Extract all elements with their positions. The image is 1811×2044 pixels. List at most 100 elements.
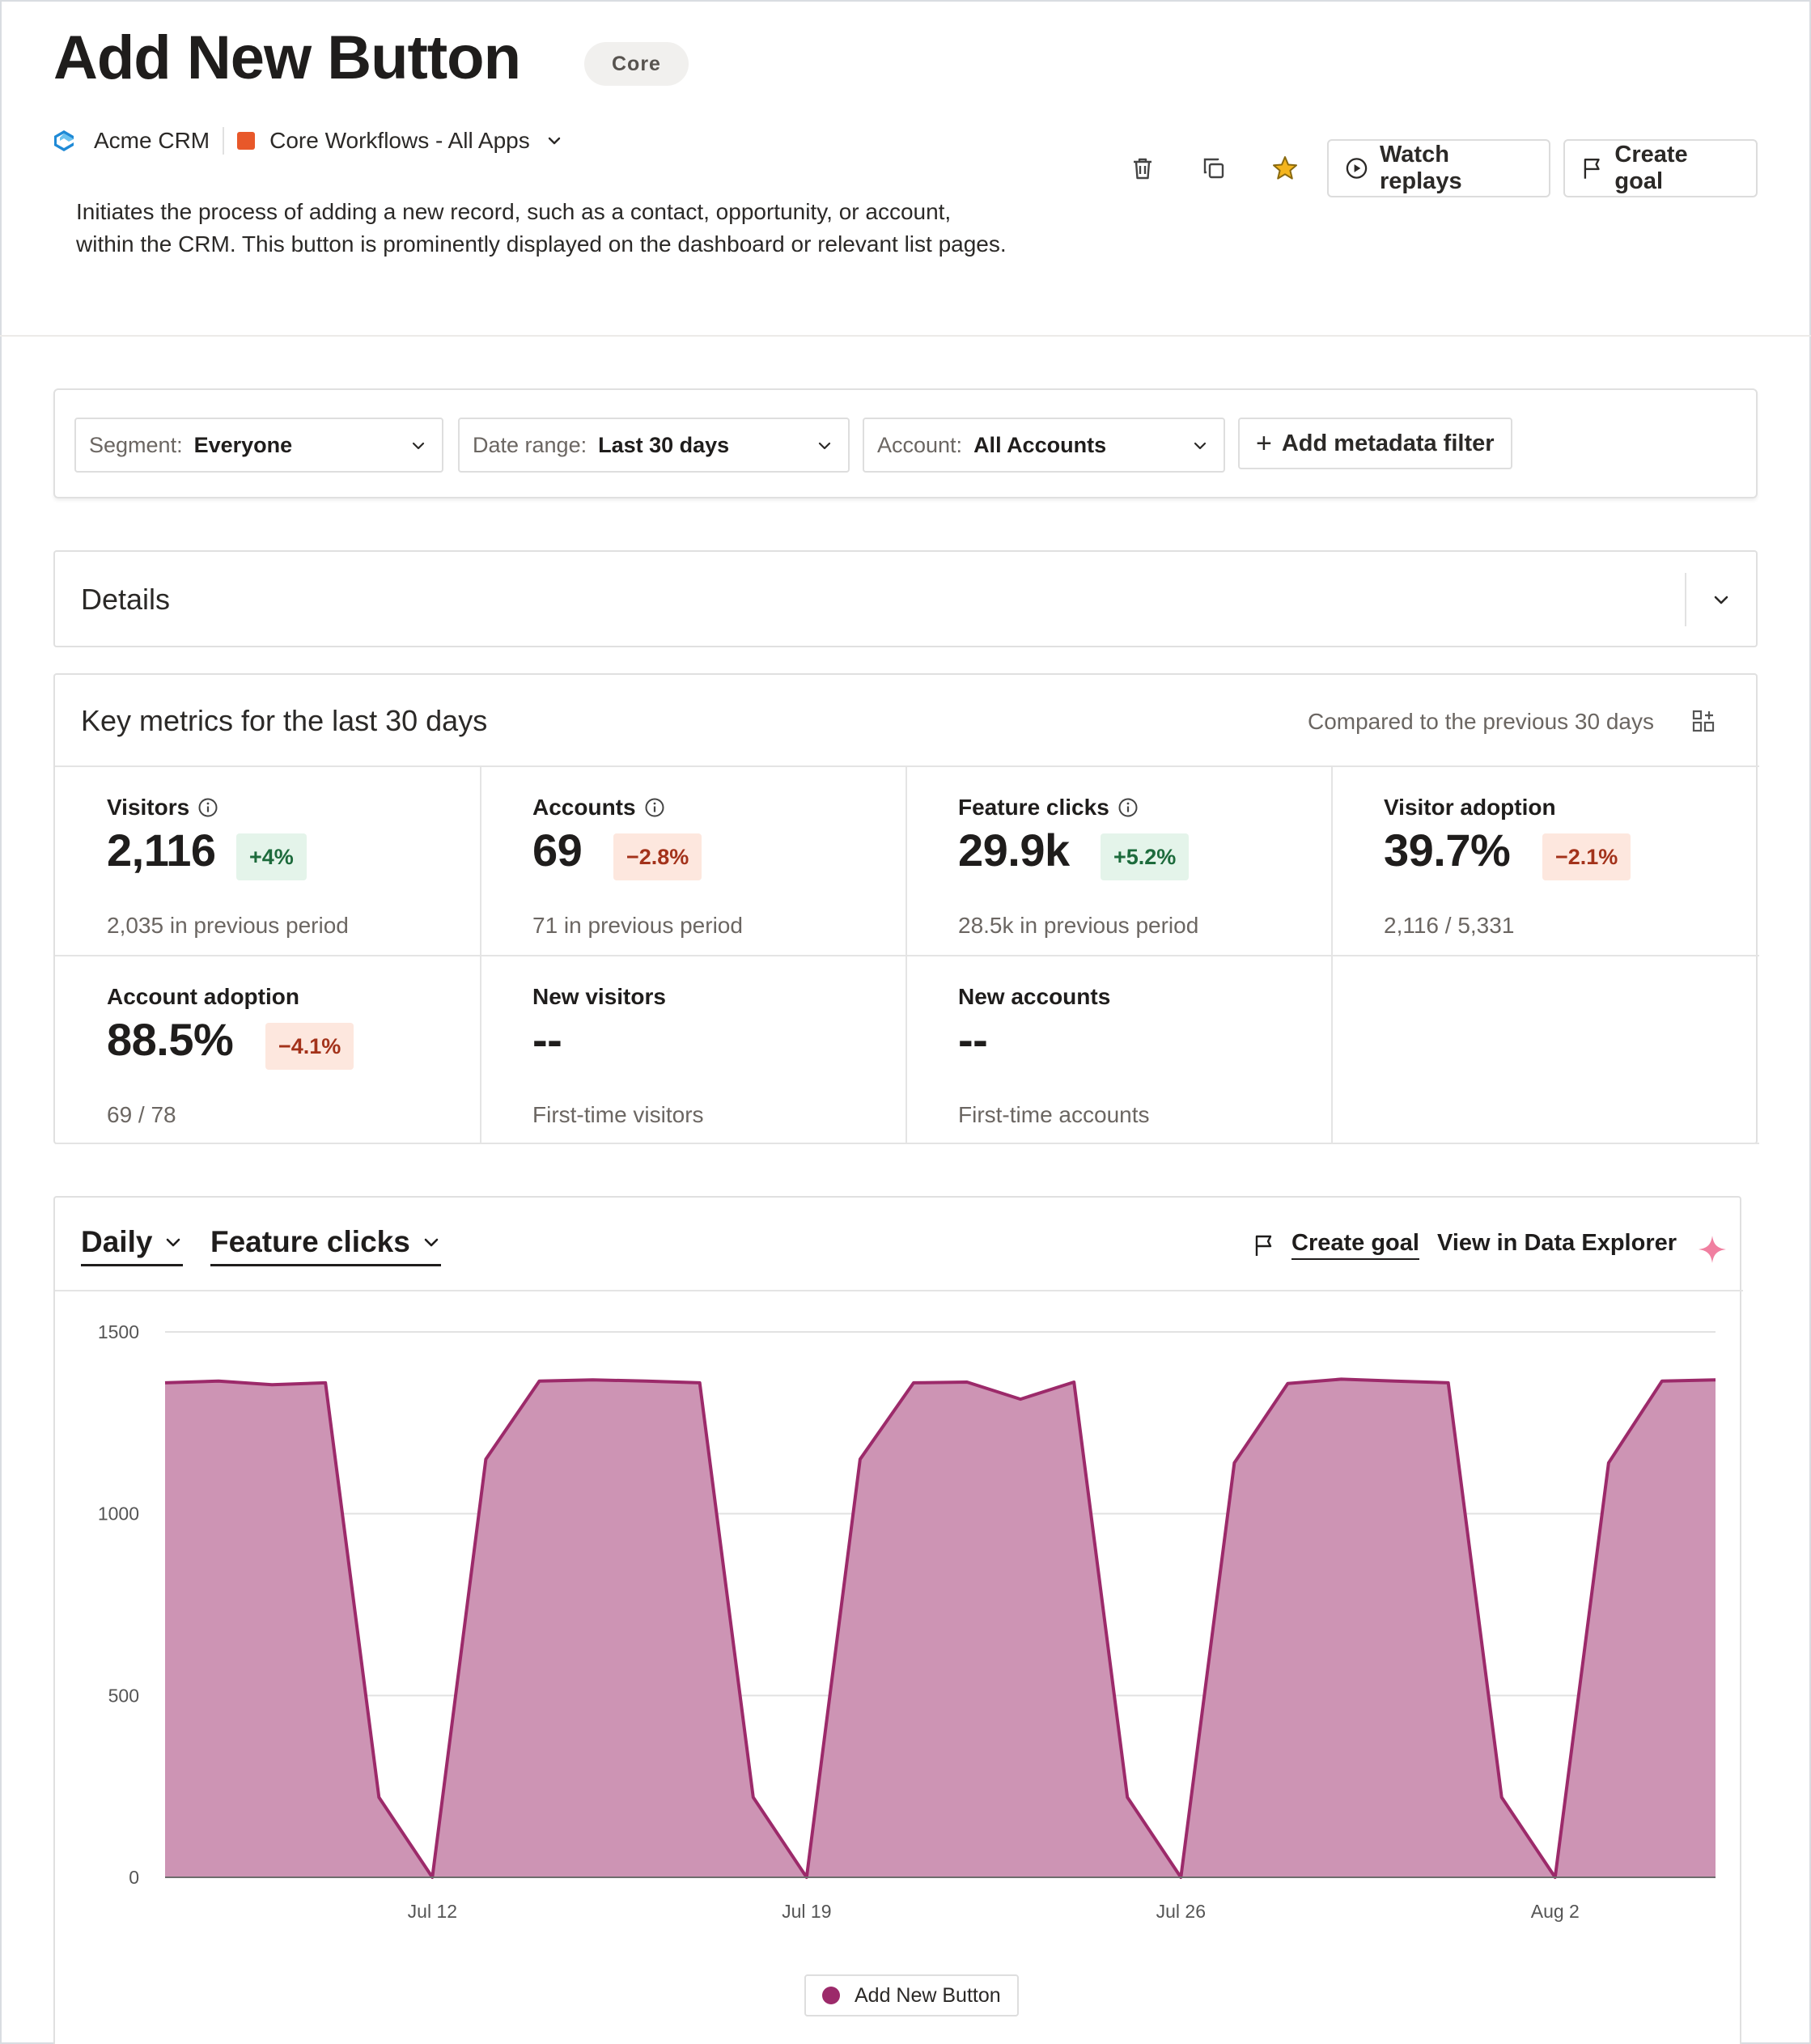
trash-icon [1134,158,1151,180]
metric-new-accounts: New accounts -- First-time accounts [958,984,1379,1170]
metric-feature-clicks: Feature clicks 29.9k +5.2% 28.5k in prev… [958,795,1379,981]
metric-value: -- [958,1014,988,1065]
x-tick-label: Jul 12 [408,1901,457,1922]
data-point [751,1795,756,1800]
data-point [1606,1461,1611,1465]
metric-value: 39.7% [1384,825,1511,876]
metrics-divider [55,1143,1759,1144]
metric-subtext: 2,116 / 5,331 [1384,913,1515,938]
data-point [911,1380,916,1385]
x-tick-label: Aug 2 [1531,1901,1580,1922]
info-icon[interactable] [1118,797,1139,818]
page-title: Add New Button [53,23,521,92]
group-color-swatch [237,132,256,150]
metric-dropdown-label: Feature clicks [210,1225,410,1258]
data-point [1446,1380,1451,1385]
data-point [537,1379,542,1384]
chart-header-divider [55,1290,1743,1291]
metric-visitors: Visitors 2,116 +4% 2,035 in previous per… [107,795,528,981]
create-goal-label: Create goal [1614,142,1688,194]
interval-dropdown[interactable]: Daily [81,1225,184,1266]
data-point [1071,1380,1076,1385]
chevron-down-icon[interactable] [1709,587,1733,612]
app-name[interactable]: Acme CRM [94,128,210,153]
copy-icon [1203,158,1224,179]
data-point [1499,1795,1504,1800]
metric-subtext: First-time accounts [958,1102,1150,1127]
watch-replays-label: Watch replays [1380,142,1462,194]
copy-button[interactable] [1193,147,1235,189]
metric-delta-badge: −4.1% [265,1023,354,1070]
metric-subtext: 69 / 78 [107,1102,176,1127]
add-metadata-filter-label: Add metadata filter [1281,430,1495,456]
add-metadata-filter-button[interactable]: + Add metadata filter [1238,418,1512,469]
chart-create-goal-label: Create goal [1291,1230,1419,1260]
interval-dropdown-label: Daily [81,1225,153,1258]
series-line [164,1377,1716,1879]
data-point [163,1380,168,1385]
account-filter-label: Account: [877,432,963,457]
date-range-filter-value: Last 30 days [598,432,730,457]
data-point [323,1380,328,1385]
feature-clicks-area-chart: 1500 1000 500 0 Jul 12 Jul 19 Jul 26 Aug 2 [98,1321,1718,1922]
chart-legend[interactable]: Add New Button [804,1974,1019,2016]
data-point [1125,1795,1130,1800]
data-point [965,1380,969,1385]
metric-label: New visitors [532,984,666,1009]
x-tick-label: Jul 19 [782,1901,831,1922]
metrics-divider [55,765,1759,767]
sparkle-icon[interactable] [1696,1233,1728,1266]
y-tick-label: 0 [129,1867,139,1888]
metric-visitor-adoption: Visitor adoption 39.7% −2.1% 2,116 / 5,3… [1384,795,1805,981]
account-filter[interactable]: Account: All Accounts [863,418,1225,473]
info-icon[interactable] [644,797,665,818]
date-range-filter[interactable]: Date range: Last 30 days [458,418,850,473]
metrics-column-divider [906,767,907,1144]
metric-value: -- [532,1014,562,1065]
metric-dropdown[interactable]: Feature clicks [210,1225,441,1266]
chevron-down-icon [167,1238,180,1247]
legend-swatch [822,1987,840,2004]
segment-filter-label: Segment: [89,432,183,457]
filter-bar: Segment: Everyone Date range: Last 30 da… [53,388,1758,498]
create-goal-button[interactable]: Create goal [1563,139,1758,197]
star-icon [1273,156,1297,180]
delete-button[interactable] [1122,147,1164,189]
metric-delta-badge: −2.8% [613,833,702,880]
metric-value: 2,116 [107,825,216,876]
data-point [858,1457,863,1461]
breadcrumb-divider [223,127,225,155]
favorite-button[interactable] [1264,147,1306,189]
info-icon[interactable] [197,797,218,818]
segment-filter-value: Everyone [193,432,293,457]
flag-icon [1255,1235,1272,1256]
customize-grid-icon[interactable] [1691,709,1716,733]
metric-subtext: First-time visitors [532,1102,704,1127]
segment-filter[interactable]: Segment: Everyone [74,418,443,473]
watch-replays-button[interactable]: Watch replays [1327,139,1550,197]
series-area [165,1379,1716,1877]
chevron-down-icon [1194,442,1207,450]
chart-create-goal-link[interactable]: Create goal [1253,1230,1419,1260]
metric-delta-badge: −2.1% [1542,833,1631,880]
data-point [1660,1379,1665,1384]
metric-delta-badge: +4% [236,833,307,880]
data-point [269,1382,274,1387]
metric-accounts: Accounts 69 −2.8% 71 in previous period [532,795,953,981]
metrics-column-divider [480,767,481,1144]
metrics-divider [55,955,1759,956]
play-circle-icon [1346,158,1368,179]
view-data-explorer-link[interactable]: View in Data Explorer [1437,1230,1677,1257]
group-name[interactable]: Core Workflows - All Apps [269,128,530,153]
metric-account-adoption: Account adoption 88.5% −4.1% 69 / 78 [107,984,528,1170]
chevron-down-icon[interactable] [545,131,564,151]
breadcrumb: Acme CRM Core Workflows - All Apps [52,123,564,159]
metric-label: Accounts [532,795,636,820]
data-point [483,1457,488,1461]
data-point [1713,1377,1718,1382]
details-panel[interactable]: Details [53,550,1758,647]
chevron-down-icon [818,442,831,450]
acme-logo-icon [54,130,74,151]
core-badge: Core [584,42,689,86]
data-point [1018,1397,1023,1402]
